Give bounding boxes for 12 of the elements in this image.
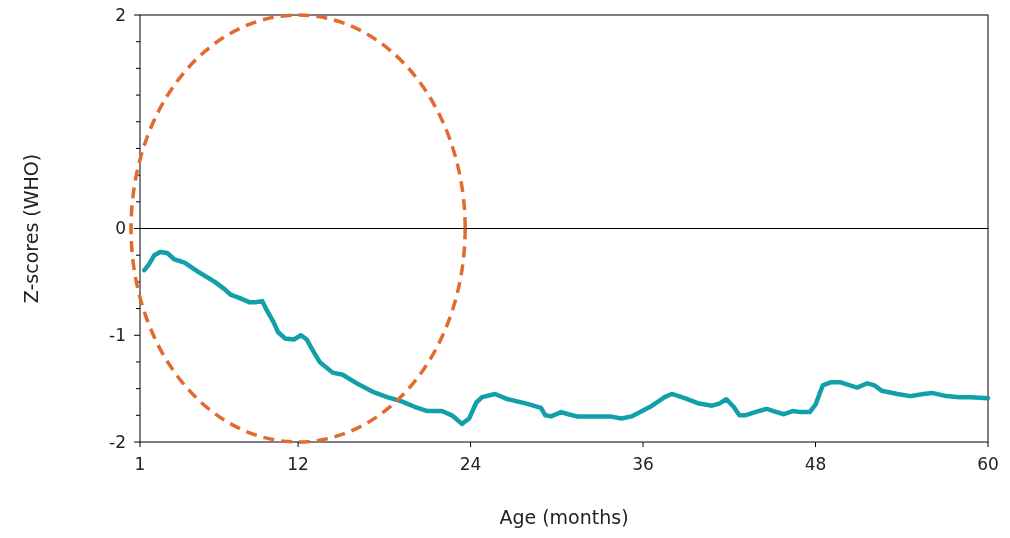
x-axis-title: Age (months) bbox=[499, 506, 629, 528]
y-axis-title: Z-scores (WHO) bbox=[20, 153, 42, 304]
y-tick-label: 0 bbox=[115, 218, 126, 239]
x-tick-label: 60 bbox=[977, 454, 999, 474]
y-tick-label: 2 bbox=[115, 4, 126, 25]
x-tick-label: 48 bbox=[804, 454, 827, 474]
x-tick-label: 1 bbox=[134, 454, 146, 474]
y-tick-label: -1 bbox=[109, 325, 126, 346]
x-tick-label: 12 bbox=[287, 454, 309, 474]
x-tick-label: 24 bbox=[459, 454, 482, 474]
y-tick-label: -2 bbox=[109, 431, 126, 452]
x-tick-label: 36 bbox=[632, 454, 654, 474]
